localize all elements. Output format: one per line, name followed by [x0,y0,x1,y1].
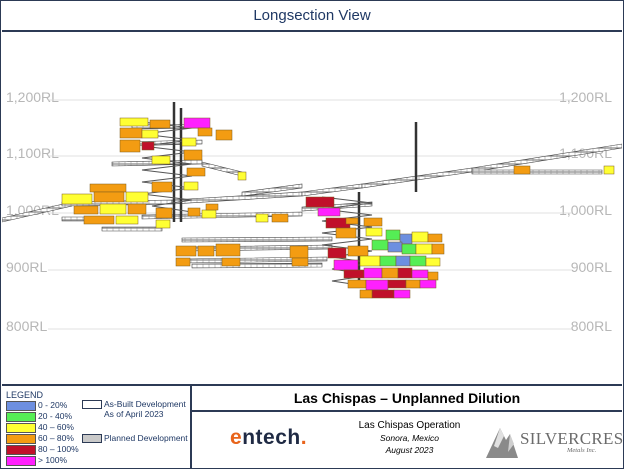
elevation-label-1200-left: 1,200RL [6,89,59,105]
silvercrest-mountain-icon [486,428,518,458]
elevation-label-1000-right: 1,000RL [559,202,612,218]
elevation-label-900-left: 900RL [6,259,48,275]
legend-label: > 100% [38,455,68,465]
operation-info: Las Chispas Operation Sonora, Mexico Aug… [342,420,477,456]
legend-swatch [6,434,36,444]
elevation-label-800-right: 800RL [570,318,612,334]
planned-label: Planned Development [104,433,188,443]
silvercrest-sub: Metals Inc. [567,447,597,454]
operation-date: August 2023 [385,445,434,455]
legend-label: 80 – 100% [38,444,79,454]
legend-label: 40 – 60% [38,422,74,432]
footer: LEGEND 0 - 20% 20 - 40% 40 – 60% 60 – 80… [2,384,624,469]
title-block: Las Chispas – Unplanned Dilution entech.… [192,386,624,469]
legend: LEGEND 0 - 20% 20 - 40% 40 – 60% 60 – 80… [2,386,192,469]
legend-label: 20 - 40% [38,411,73,421]
elevation-label-1200-right: 1,200RL [559,89,612,105]
longsection-drawing [2,99,622,330]
operation-name: Las Chispas Operation [358,420,461,431]
elevation-label-1100-left: 1,100RL [6,145,59,161]
legend-swatch [6,412,36,422]
as-built-label: As-Built Development [104,399,186,409]
operation-location: Sonora, Mexico [379,433,440,443]
legend-swatch [6,445,36,455]
silvercrest-logo: SILVERCREST Metals Inc. [482,418,624,464]
legend-label: 60 – 80% [38,433,74,443]
entech-logo: entech. [230,426,308,449]
main-title: Las Chispas – Unplanned Dilution [192,386,622,412]
view-title: Longsection View [2,2,622,32]
longsection-view: 1,200RL 1,200RL 1,100RL 1,100RL 1,000RL … [2,32,622,384]
planned-swatch [82,434,102,443]
elevation-label-800-left: 800RL [6,318,48,334]
legend-label: 0 - 20% [38,400,68,410]
legend-swatch [6,401,36,411]
legend-swatch [6,456,36,466]
legend-title: LEGEND [6,390,44,400]
as-built-date: As of April 2023 [104,409,164,419]
silvercrest-name: SILVERCREST [520,429,624,448]
as-built-swatch [82,400,102,409]
stope-blocks [61,117,615,299]
legend-swatch [6,423,36,433]
elevation-label-900-right: 900RL [570,259,612,275]
